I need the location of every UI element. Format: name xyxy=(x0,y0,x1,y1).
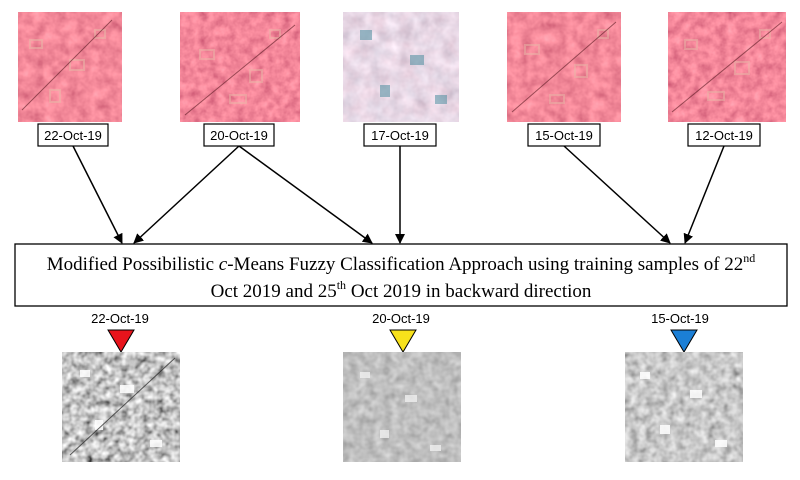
output-marker-blue xyxy=(670,329,698,353)
input-date-box-3: 17-Oct-19 xyxy=(363,123,437,147)
output-marker-yellow xyxy=(389,329,417,353)
arrow xyxy=(563,145,671,244)
input-image-1 xyxy=(18,12,122,122)
input-date-label: 22-Oct-19 xyxy=(44,128,102,143)
arrow xyxy=(133,145,240,244)
input-date-label: 20-Oct-19 xyxy=(210,128,268,143)
output-date-label-2: 20-Oct-19 xyxy=(372,311,430,326)
output-marker-red xyxy=(107,329,135,353)
input-image-2 xyxy=(180,12,300,122)
process-box: Modified Possibilistic c-Means Fuzzy Cla… xyxy=(14,243,788,307)
arrow xyxy=(683,145,725,244)
process-line-1: Modified Possibilistic c-Means Fuzzy Cla… xyxy=(47,251,756,275)
output-image-1 xyxy=(62,352,180,462)
input-date-label: 17-Oct-19 xyxy=(371,128,429,143)
output-date-label-3: 15-Oct-19 xyxy=(651,311,709,326)
input-image-5 xyxy=(668,12,786,122)
input-date-label: 15-Oct-19 xyxy=(535,128,593,143)
input-image-4 xyxy=(507,12,621,122)
output-image-3 xyxy=(625,352,743,462)
arrow xyxy=(72,145,123,244)
input-date-box-2: 20-Oct-19 xyxy=(203,123,275,147)
input-image-3 xyxy=(343,12,459,122)
input-date-box-4: 15-Oct-19 xyxy=(527,123,601,147)
input-arrows xyxy=(72,145,725,244)
input-date-label: 12-Oct-19 xyxy=(695,128,753,143)
input-date-box-5: 12-Oct-19 xyxy=(687,123,761,147)
output-image-2 xyxy=(343,352,461,462)
process-line-2: Oct 2019 and 25th Oct 2019 in backward d… xyxy=(211,278,592,302)
output-date-label-1: 22-Oct-19 xyxy=(91,311,149,326)
input-date-box-1: 22-Oct-19 xyxy=(37,123,109,147)
arrow xyxy=(238,145,373,244)
